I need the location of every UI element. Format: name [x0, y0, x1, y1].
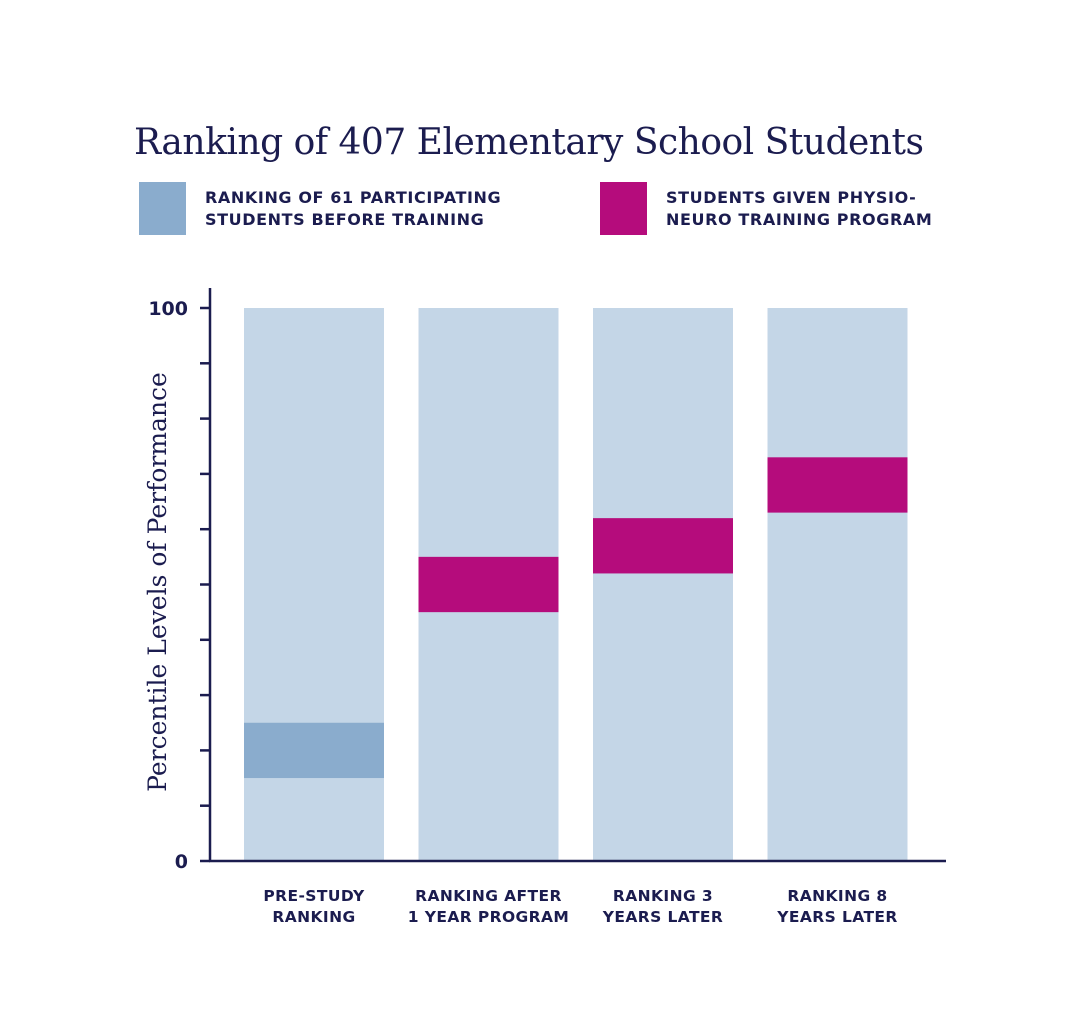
y-axis-label: Percentile Levels of Performance — [143, 372, 172, 792]
bar-background-3 — [767, 308, 908, 861]
bar-band-2 — [593, 518, 733, 574]
x-tick-label-2: RANKING 3 YEARS LATER — [602, 887, 723, 926]
legend-label-program: STUDENTS GIVEN PHYSIO- NEURO TRAINING PR… — [666, 188, 933, 229]
legend-label-before: RANKING OF 61 PARTICIPATING STUDENTS BEF… — [205, 188, 502, 229]
bar-band-0 — [244, 722, 384, 779]
legend-swatch-before — [139, 182, 186, 235]
x-tick-label-1: RANKING AFTER 1 YEAR PROGRAM — [408, 887, 569, 926]
y-tick-label-0: 0 — [175, 851, 188, 873]
bar-band-3 — [767, 457, 908, 513]
bar-background-2 — [593, 308, 733, 861]
y-tick-label-100: 100 — [148, 298, 188, 320]
chart-title: Ranking of 407 Elementary School Student… — [134, 122, 924, 163]
bar-band-1 — [418, 556, 559, 613]
x-tick-label-3: RANKING 8 YEARS LATER — [776, 887, 897, 926]
legend-swatch-program — [600, 182, 647, 235]
x-tick-label-0: PRE-STUDY RANKING — [263, 887, 365, 926]
